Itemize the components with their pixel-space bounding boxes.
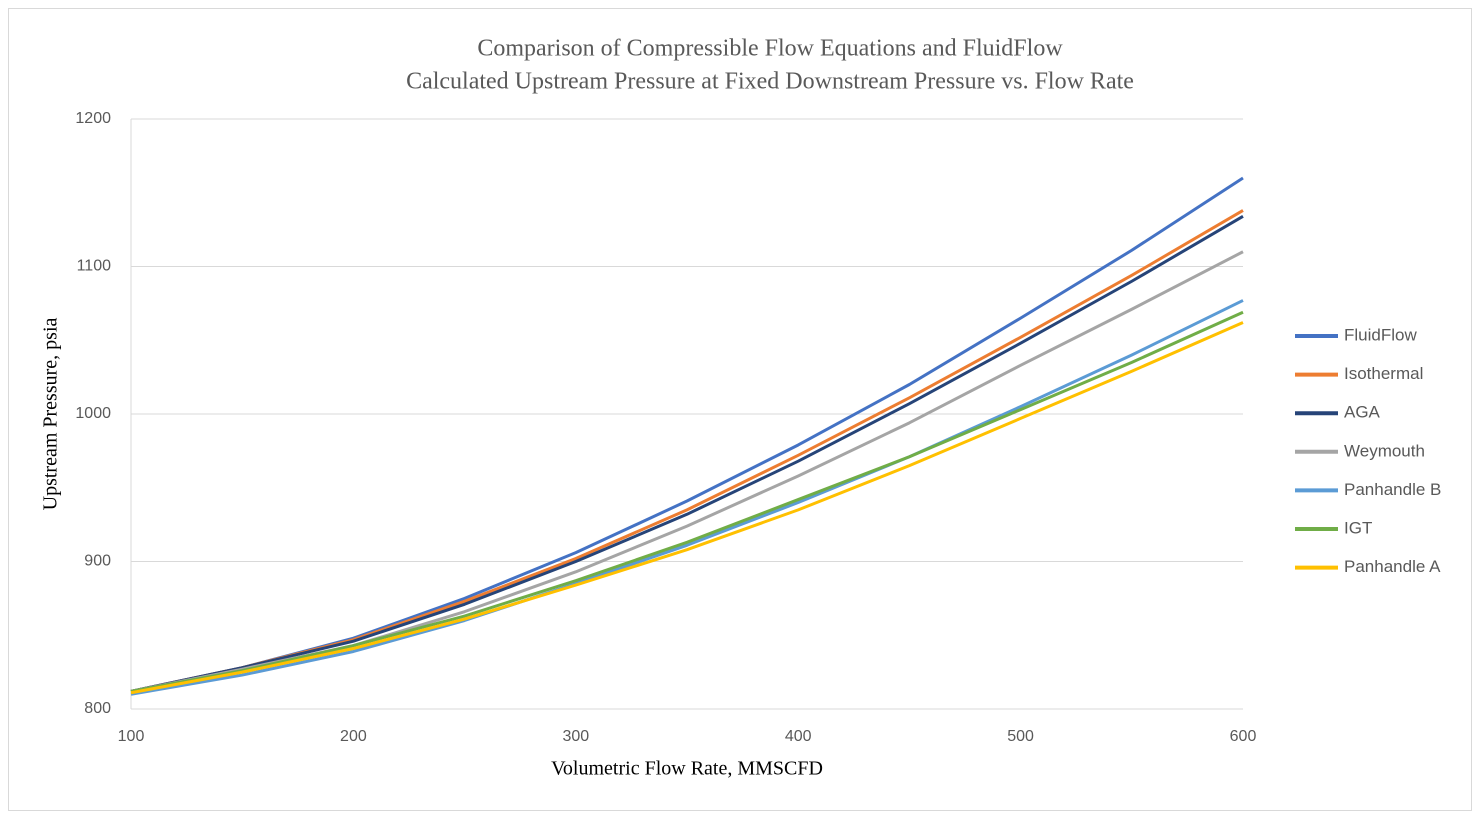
y-tick-label: 1000 xyxy=(75,405,111,422)
y-tick-label: 1100 xyxy=(77,258,112,275)
chart-title: Comparison of Compressible Flow Equation… xyxy=(477,36,1063,62)
legend-label: Weymouth xyxy=(1344,441,1425,460)
x-axis-label: Volumetric Flow Rate, MMSCFD xyxy=(551,758,823,780)
chart-subtitle: Calculated Upstream Pressure at Fixed Do… xyxy=(406,69,1134,95)
x-tick-label: 200 xyxy=(340,728,367,745)
x-tick-label: 600 xyxy=(1230,728,1257,745)
legend-label: Isothermal xyxy=(1344,364,1423,383)
legend-label: Panhandle A xyxy=(1344,557,1441,576)
line-series xyxy=(130,321,1244,695)
line-series xyxy=(130,215,1244,693)
legend-label: IGT xyxy=(1344,518,1372,537)
legend-label: AGA xyxy=(1344,403,1381,422)
legend-label: FluidFlow xyxy=(1344,325,1417,344)
x-tick-label: 400 xyxy=(785,728,812,745)
x-tick-label: 100 xyxy=(118,728,145,745)
y-tick-label: 900 xyxy=(84,553,111,570)
y-axis-label: Upstream Pressure, psia xyxy=(40,318,62,511)
x-tick-label: 300 xyxy=(562,728,589,745)
line-series xyxy=(130,310,1244,693)
x-tick-label: 500 xyxy=(1007,728,1034,745)
y-tick-label: 800 xyxy=(84,700,111,717)
chart-frame xyxy=(8,8,1472,811)
legend-label: Panhandle B xyxy=(1344,480,1441,499)
line-series xyxy=(130,299,1244,696)
y-tick-label: 1200 xyxy=(75,110,111,127)
